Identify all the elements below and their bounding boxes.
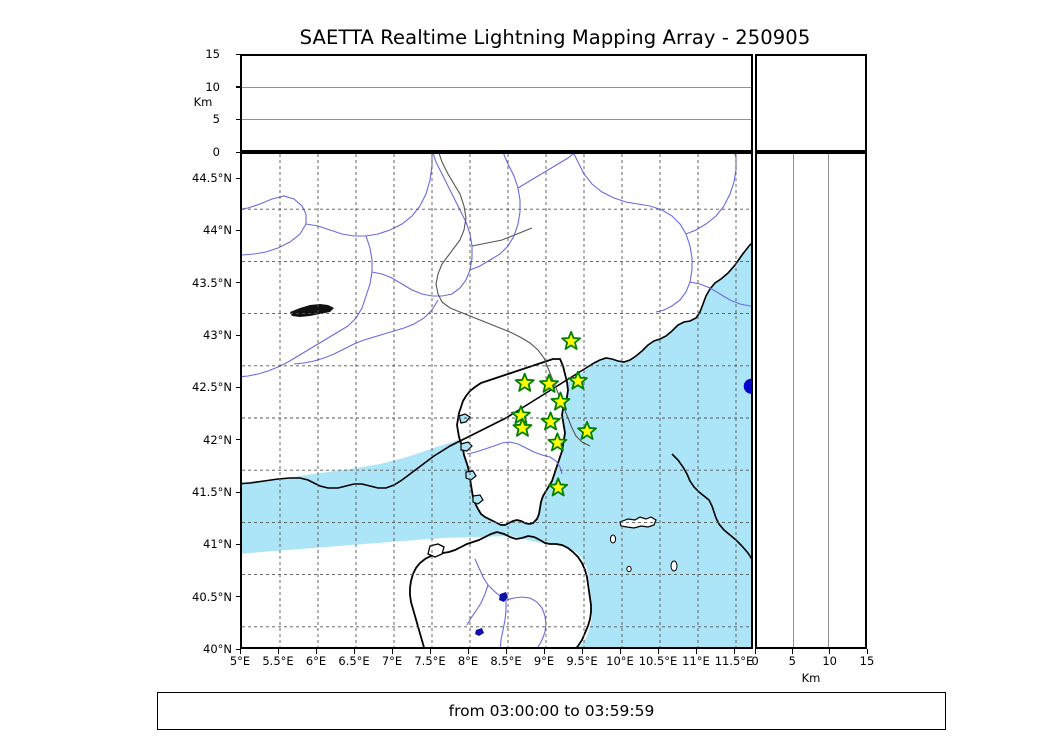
time-range-footer[interactable]: from 03:00:00 to 03:59:59: [157, 692, 946, 730]
lat-tickmark-43°N: [236, 334, 241, 336]
lat-tickmark-40.5°N: [236, 596, 241, 598]
station-star[interactable]: [539, 373, 559, 393]
lon-tickmark-6°E: [315, 649, 317, 654]
gridline-alt-5: [242, 118, 751, 120]
lat-tick-40.5°N: 40.5°N: [192, 589, 232, 604]
lat-tick-43°N: 43°N: [203, 328, 232, 343]
lon-tick-5°E: 5°E: [229, 654, 251, 668]
station-star[interactable]: [577, 420, 597, 440]
gridline-km-5: [792, 154, 794, 647]
gridline-alt-10: [242, 87, 751, 89]
alt-tickmark-0: [236, 151, 241, 153]
lon-tickmark-8°E: [467, 649, 469, 654]
lat-tick-40°N: 40°N: [203, 642, 232, 656]
km-tick-0: 0: [751, 654, 759, 668]
alt-tick-15: 15: [205, 47, 220, 61]
lon-tick-7°E: 7°E: [381, 654, 403, 668]
lat-tick-42.5°N: 42.5°N: [192, 380, 232, 395]
lon-tick-8°E: 8°E: [457, 654, 479, 668]
alt-tick-10: 10: [205, 79, 220, 94]
lon-tickmark-10°E: [619, 649, 621, 654]
lat-tick-43.5°N: 43.5°N: [192, 275, 232, 290]
lat-tickmark-42°N: [236, 439, 241, 441]
km-tick-5: 5: [788, 654, 796, 668]
lat-tick-44°N: 44°N: [203, 223, 232, 238]
altitude-lat-panel[interactable]: [755, 152, 867, 649]
blue-marker[interactable]: [743, 378, 753, 394]
lat-tick-44.5°N: 44.5°N: [192, 171, 232, 186]
corner-panel[interactable]: [755, 54, 867, 152]
lon-tickmark-11°E: [695, 649, 697, 654]
km-tick-10: 10: [822, 654, 837, 668]
lat-tickmark-41.5°N: [236, 491, 241, 493]
station-star[interactable]: [514, 372, 535, 392]
stations-layer: [510, 330, 597, 497]
km-tickmark-15: [866, 649, 868, 654]
map-panel[interactable]: [240, 152, 753, 649]
station-star[interactable]: [510, 405, 531, 425]
alt-tickmark-15: [236, 53, 241, 55]
page-title: SAETTA Realtime Lightning Mapping Array …: [299, 26, 811, 49]
station-star[interactable]: [540, 411, 561, 431]
lon-tick-10°E: 10°E: [606, 654, 634, 668]
map-svg: [242, 154, 753, 647]
lon-tick-6°E: 6°E: [305, 654, 327, 668]
lon-tick-11°E: 11°E: [682, 654, 710, 668]
lon-tickmark-11.5°E: [733, 649, 735, 654]
lon-tick-5.5°E: 5.5°E: [262, 654, 294, 668]
lon-tick-6.5°E: 6.5°E: [338, 654, 370, 668]
station-star[interactable]: [512, 417, 533, 437]
km-tickmark-0: [754, 649, 756, 654]
alt-tick-0: 0: [212, 145, 220, 159]
lon-tickmark-5°E: [239, 649, 241, 654]
gridline-km-10: [828, 154, 829, 647]
alt-tickmark-5: [236, 118, 241, 121]
lon-tickmark-7°E: [391, 649, 393, 654]
lat-tickmark-41°N: [236, 543, 241, 546]
station-star[interactable]: [561, 330, 582, 350]
km-tickmark-5: [791, 649, 794, 654]
right-panel-axis-label: Km: [801, 671, 821, 685]
km-tick-15: 15: [859, 654, 875, 668]
lon-tick-11.5°E: 11.5°E: [714, 654, 754, 668]
lon-tickmark-8.5°E: [505, 649, 507, 654]
time-range-text: from 03:00:00 to 03:59:59: [448, 702, 655, 720]
lon-tickmark-9°E: [543, 649, 545, 654]
lat-tickmark-43.5°N: [236, 282, 241, 284]
lon-tickmark-6.5°E: [353, 649, 355, 654]
km-tickmark-10: [829, 649, 831, 654]
lat-tick-41.5°N: 41.5°N: [192, 485, 232, 500]
lat-tickmark-44°N: [236, 229, 241, 232]
lon-tick-10.5°E: 10.5°E: [638, 654, 678, 668]
markers-layer: [743, 378, 753, 394]
lon-tickmark-9.5°E: [581, 649, 583, 654]
lat-tickmark-44.5°N: [236, 177, 241, 179]
lon-altitude-panel[interactable]: [240, 54, 753, 152]
altitude-axis-label: Km: [193, 95, 213, 109]
alt-tickmark-10: [236, 86, 241, 88]
lon-tick-7.5°E: 7.5°E: [414, 654, 446, 668]
lat-tick-41°N: 41°N: [203, 537, 232, 552]
lon-tick-9.5°E: 9.5°E: [566, 654, 598, 668]
lon-tickmark-10.5°E: [657, 649, 659, 654]
lat-tick-42°N: 42°N: [203, 432, 232, 447]
station-star[interactable]: [547, 432, 568, 452]
lat-tickmark-42.5°N: [236, 386, 241, 389]
station-star[interactable]: [550, 391, 571, 411]
lon-tickmark-7.5°E: [429, 649, 431, 654]
station-star[interactable]: [567, 370, 588, 390]
lat-tickmark-40°N: [236, 648, 241, 650]
lon-tick-9°E: 9°E: [533, 654, 555, 668]
lon-tick-8.5°E: 8.5°E: [490, 654, 522, 668]
lon-tickmark-5.5°E: [277, 649, 279, 654]
alt-tick-5: 5: [212, 112, 220, 127]
station-star[interactable]: [548, 477, 569, 497]
